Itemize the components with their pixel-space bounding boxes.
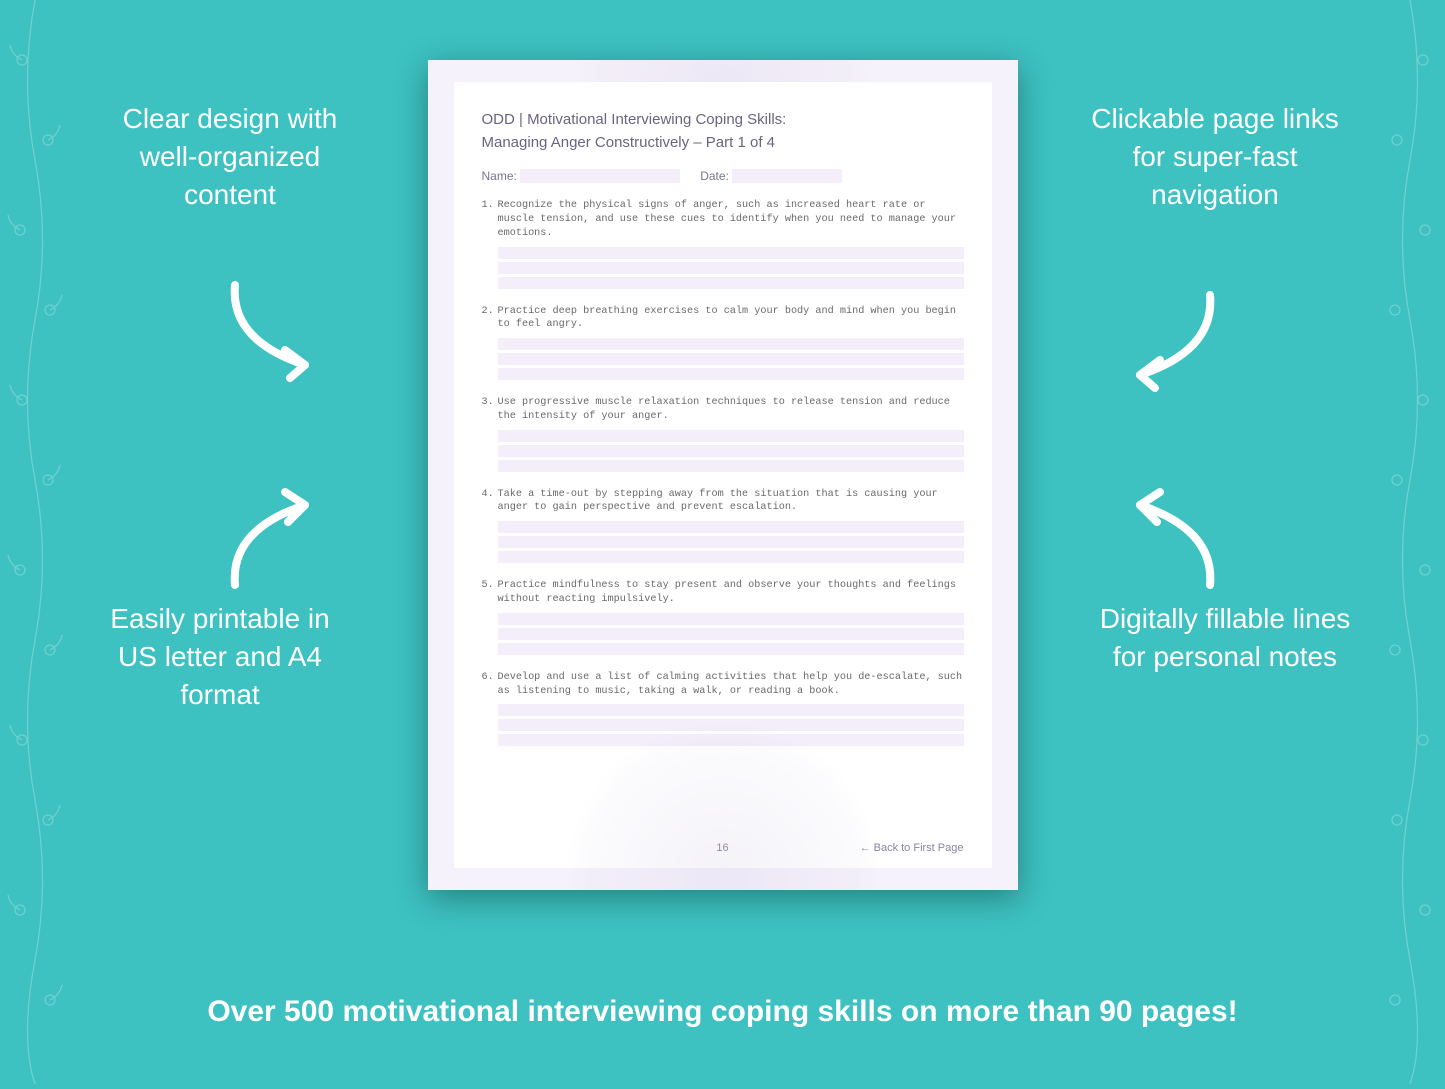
arrow-bottom-right-icon	[1115, 480, 1235, 600]
prompt-item: Recognize the physical signs of anger, s…	[482, 199, 964, 288]
prompt-text: Practice deep breathing exercises to cal…	[498, 306, 957, 331]
prompt-text: Develop and use a list of calming activi…	[498, 672, 963, 697]
callout-bottom-right: Digitally fillable lines for personal no…	[1095, 600, 1355, 676]
back-to-first-link[interactable]: ← Back to First Page	[860, 842, 964, 854]
arrow-bottom-left-icon	[210, 480, 330, 600]
date-label: Date:	[700, 169, 729, 183]
answer-lines[interactable]	[498, 704, 964, 746]
page-number: 16	[716, 842, 728, 854]
prompt-text: Use progressive muscle relaxation techni…	[498, 397, 950, 422]
callout-bottom-left: Easily printable in US letter and A4 for…	[90, 600, 350, 713]
page-footer: 16 ← Back to First Page	[482, 842, 964, 854]
title-line-2: Managing Anger Constructively – Part 1 o…	[482, 134, 776, 151]
answer-lines[interactable]	[498, 613, 964, 655]
meta-row: Name: Date:	[482, 169, 964, 184]
arrow-top-right-icon	[1115, 280, 1235, 400]
floral-border-right	[1375, 0, 1445, 1084]
prompt-item: Practice mindfulness to stay present and…	[482, 579, 964, 655]
answer-lines[interactable]	[498, 521, 964, 563]
prompt-text: Practice mindfulness to stay present and…	[498, 580, 957, 605]
prompt-item: Practice deep breathing exercises to cal…	[482, 305, 964, 381]
worksheet-page: ODD | Motivational Interviewing Coping S…	[428, 60, 1018, 890]
worksheet-content: ODD | Motivational Interviewing Coping S…	[454, 82, 992, 868]
answer-lines[interactable]	[498, 338, 964, 380]
tagline: Over 500 motivational interviewing copin…	[0, 995, 1445, 1029]
name-group: Name:	[482, 169, 681, 184]
name-field[interactable]	[520, 169, 680, 183]
prompt-item: Take a time-out by stepping away from th…	[482, 488, 964, 564]
worksheet-title: ODD | Motivational Interviewing Coping S…	[482, 108, 964, 155]
prompt-text: Take a time-out by stepping away from th…	[498, 489, 938, 514]
answer-lines[interactable]	[498, 247, 964, 289]
date-field[interactable]	[732, 169, 842, 183]
floral-border-left	[0, 0, 70, 1084]
title-line-1: ODD | Motivational Interviewing Coping S…	[482, 111, 787, 128]
prompt-item: Develop and use a list of calming activi…	[482, 671, 964, 747]
callout-top-left: Clear design with well-organized content	[100, 100, 360, 213]
arrow-top-left-icon	[210, 270, 330, 390]
name-label: Name:	[482, 169, 517, 183]
date-group: Date:	[700, 169, 842, 184]
prompt-text: Recognize the physical signs of anger, s…	[498, 200, 957, 239]
answer-lines[interactable]	[498, 430, 964, 472]
prompt-list: Recognize the physical signs of anger, s…	[482, 199, 964, 746]
callout-top-right: Clickable page links for super-fast navi…	[1085, 100, 1345, 213]
prompt-item: Use progressive muscle relaxation techni…	[482, 396, 964, 472]
